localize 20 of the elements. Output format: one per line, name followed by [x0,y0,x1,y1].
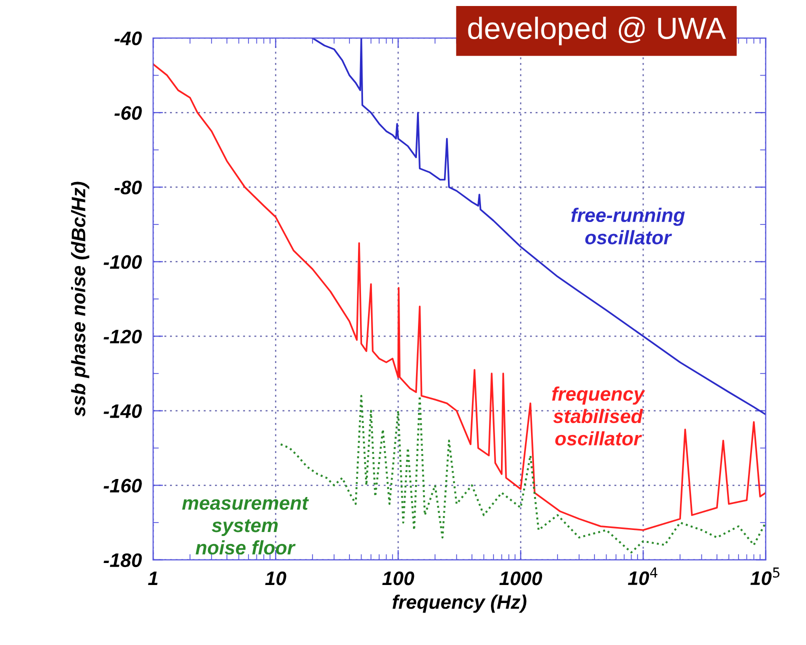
y-tick-label: -120 [104,330,142,344]
series-label: measurement system noise floor [182,496,309,555]
series-label: free-running oscillator [571,208,685,244]
y-tick-label: -180 [104,553,142,568]
x-tick-label: 10$^{4}$ [628,568,658,586]
x-tick-label: 1 [148,572,158,586]
y-axis-title: ssb phase noise (dBc/Hz) [71,182,90,416]
y-tick-label: -140 [104,404,142,418]
x-tick-label: 10$^{5}$ [750,568,780,586]
y-tick-label: -100 [104,255,142,269]
x-tick-label: 100 [382,571,414,586]
y-tick-label: -80 [114,180,142,194]
y-tick-label: -40 [114,32,142,46]
annotation: developed @ UWA [468,16,726,46]
x-axis-title: frequency (Hz) [392,594,526,613]
x-tick-label: 1000 [499,571,542,586]
y-tick-label: -160 [104,478,142,493]
x-tick-label: 10 [265,571,286,586]
series-label: frequency stabilised oscillator [552,386,646,446]
y-tick-label: -60 [114,106,142,120]
